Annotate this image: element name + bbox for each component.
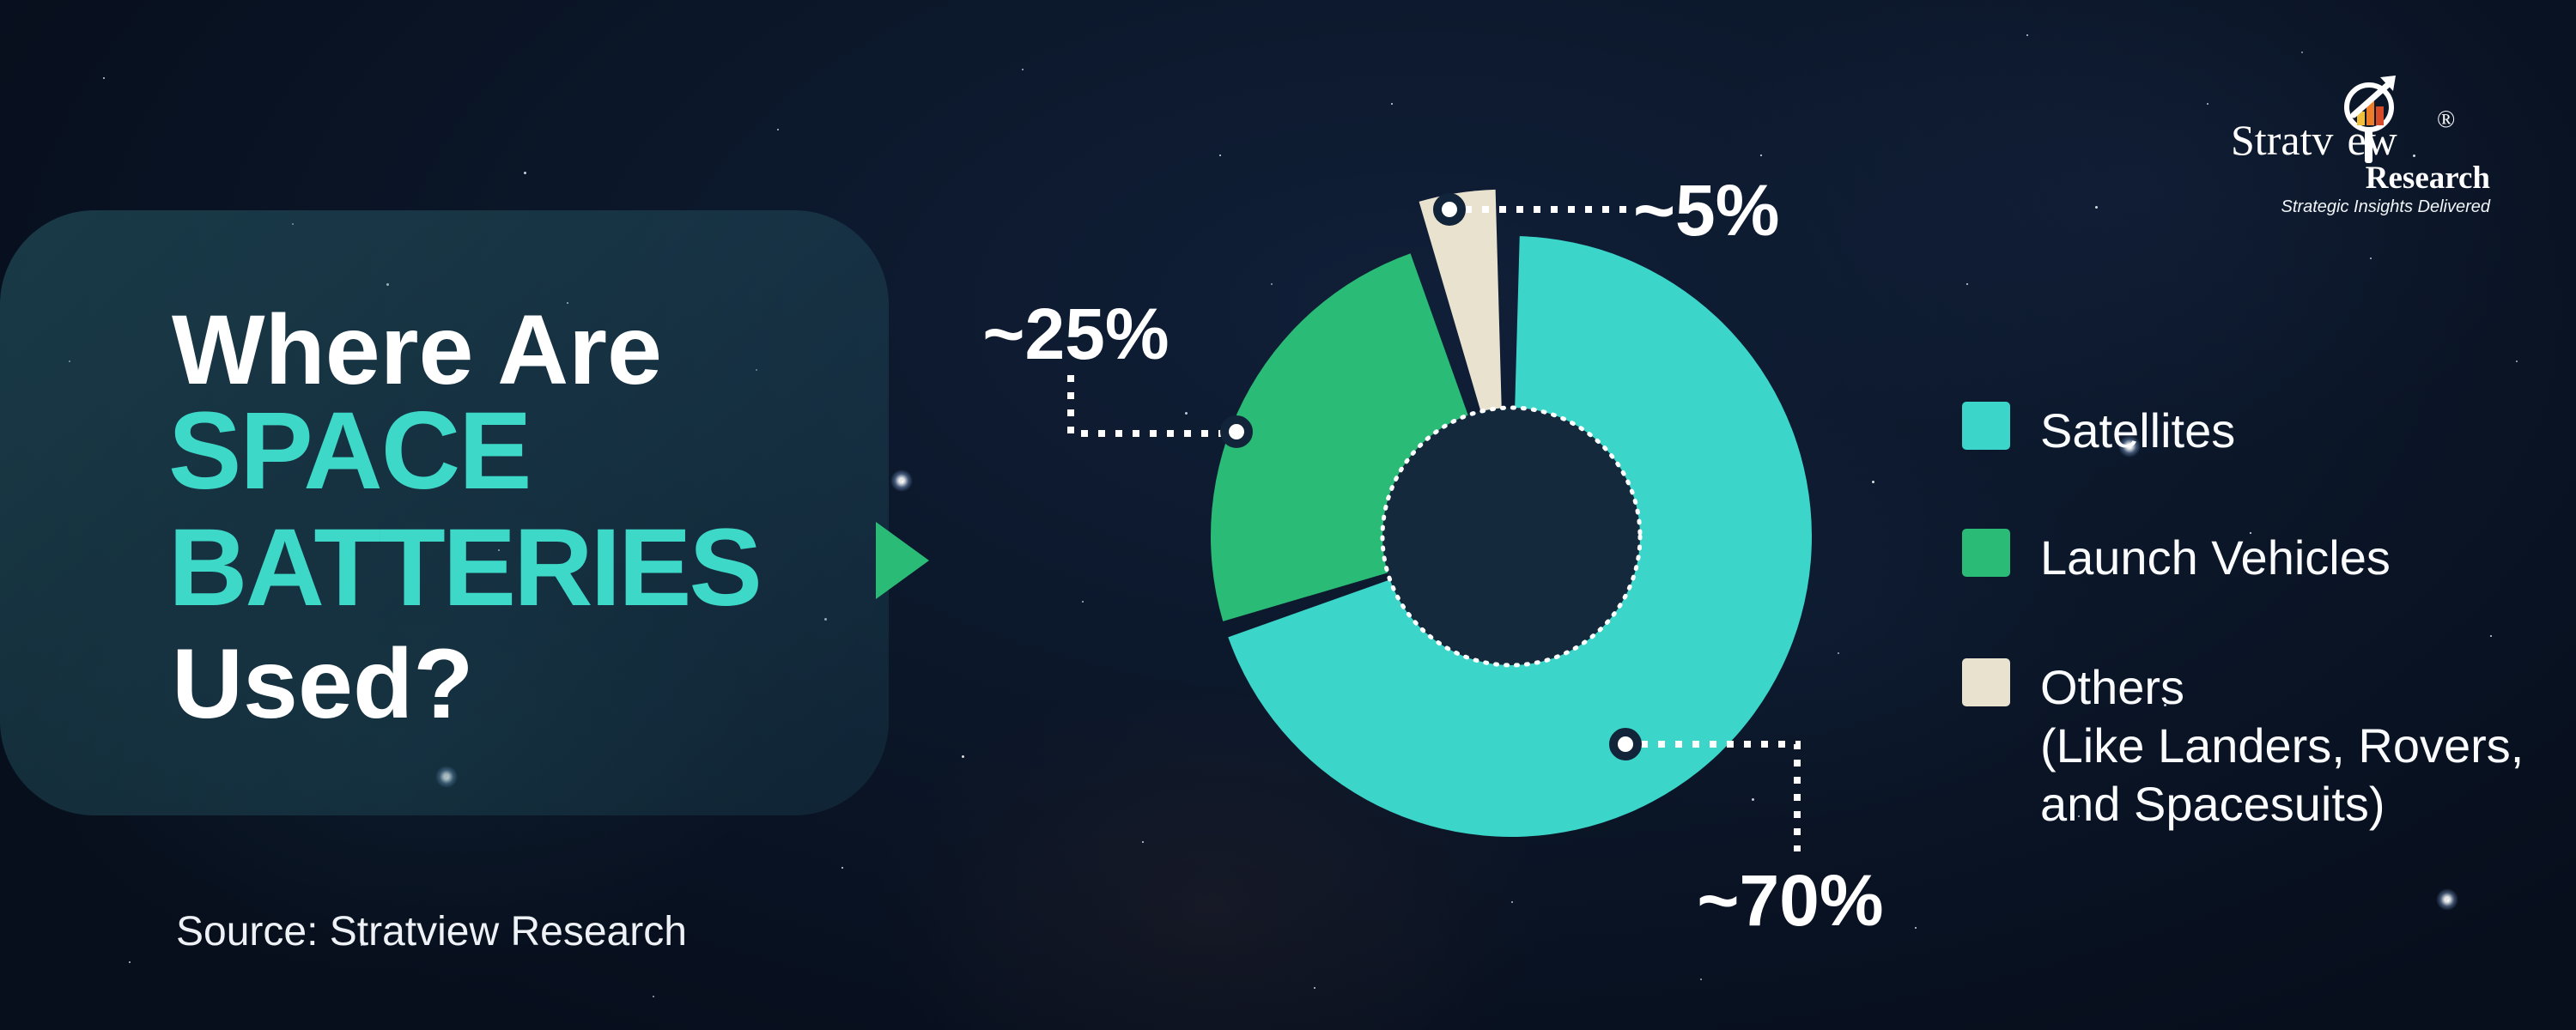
legend-label-launch-vehicles: Launch Vehicles <box>2040 530 2391 585</box>
bar-yellow <box>2357 112 2365 125</box>
bar-orange <box>2366 101 2374 125</box>
title-panel <box>0 210 889 815</box>
logo-wordmark-part1: Stratv <box>2231 116 2334 164</box>
callout-dot-launch-vehicles <box>1220 415 1253 448</box>
magnifier-handle <box>2365 127 2372 163</box>
legend-label-others: Others (Like Landers, Rovers, and Spaces… <box>2040 658 2524 833</box>
arrow-shaft <box>2350 79 2394 118</box>
source-text: Source: Stratview Research <box>176 909 687 954</box>
value-label-others: ~5% <box>1633 170 1779 251</box>
logo-magnifier-icon <box>2344 76 2396 163</box>
value-label-satellites: ~70% <box>1697 860 1883 941</box>
logo-registered-mark: ® <box>2437 106 2456 133</box>
legend-swatch-others <box>1962 658 2010 706</box>
legend-label-satellites: Satellites <box>2040 403 2236 457</box>
title-line-space: SPACE <box>168 390 532 512</box>
arrow-head <box>2380 76 2396 91</box>
legend-label-others-line1: Others <box>2040 660 2185 714</box>
legend-item-launch-vehicles: Launch Vehicles <box>1962 529 2391 587</box>
legend-label-others-line3: and Spacesuits) <box>2040 777 2385 831</box>
callout-line-satellites <box>1641 741 1801 851</box>
callout-line-launch-vehicles <box>1067 375 1224 437</box>
legend-swatch-launch-vehicles <box>1962 529 2010 577</box>
logo-research-text: Research <box>2365 161 2490 196</box>
title-line-batteries: BATTERIES <box>168 506 762 629</box>
value-label-launch-vehicles: ~25% <box>982 294 1169 374</box>
bar-red <box>2376 106 2384 125</box>
legend-item-satellites: Satellites <box>1962 402 2235 460</box>
legend-item-others: Others (Like Landers, Rovers, and Spaces… <box>1962 658 2524 833</box>
callout-dot-others <box>1433 193 1466 226</box>
panel-pointer-triangle-icon <box>876 522 929 599</box>
legend-label-others-line2: (Like Landers, Rovers, <box>2040 718 2524 772</box>
title-line-where-are: Where Are <box>172 295 662 405</box>
legend-swatch-satellites <box>1962 402 2010 450</box>
logo-tagline: Strategic Insights Delivered <box>2281 197 2490 216</box>
stratview-logo: Stratvew ® Research Strategic Insights D… <box>2224 52 2500 219</box>
donut-hole-dotted-ring <box>1380 405 1643 668</box>
callout-dot-satellites <box>1609 728 1642 760</box>
title-line-used: Used? <box>172 629 474 739</box>
donut-hole <box>1382 408 1640 665</box>
